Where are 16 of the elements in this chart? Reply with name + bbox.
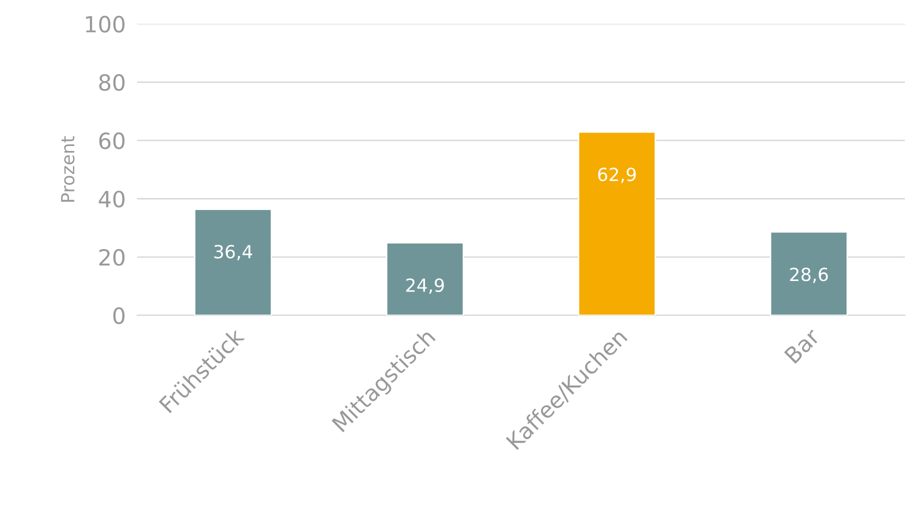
- y-tick-label: 80: [99, 74, 125, 91]
- y-tick-label: 60: [99, 132, 125, 150]
- x-tick-label: Bar: [784, 326, 822, 364]
- data-label: 62,9: [598, 168, 636, 184]
- bar: [194, 208, 272, 316]
- bar: [578, 131, 656, 316]
- data-label: 24,9: [406, 278, 444, 294]
- y-tick-label: 40: [98, 190, 125, 208]
- y-tick-label: 100: [86, 16, 125, 33]
- y-tick-label: 0: [113, 307, 125, 324]
- y-tick-label: 20: [99, 249, 125, 266]
- data-label: 28,6: [790, 268, 828, 284]
- bar: [386, 242, 464, 316]
- data-label: 36,4: [214, 244, 252, 260]
- bar: [770, 231, 848, 316]
- y-axis-title: Prozent: [61, 136, 75, 202]
